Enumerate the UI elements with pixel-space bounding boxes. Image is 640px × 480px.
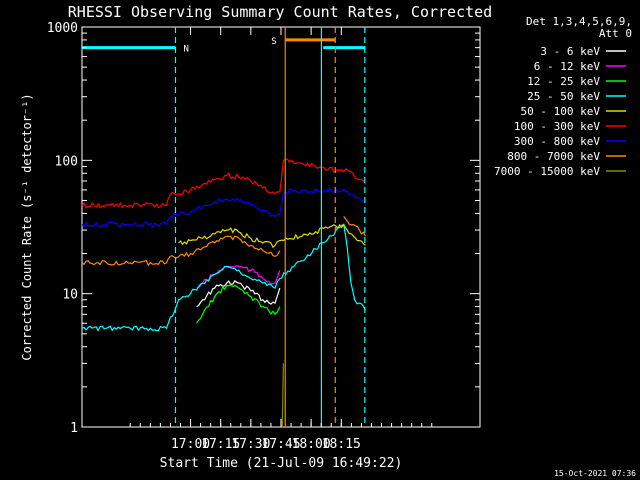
y-axis: 1 10 100 1000 [47,21,480,436]
timestamp: 15-Oct-2021 07:36 [554,469,636,478]
vertical-lines [174,27,366,427]
legend-label: 7000 - 15000 keV [494,165,600,178]
x-tick-label: 18:15 [322,437,361,452]
legend-header: Det 1,3,4,5,6,9,Att 0 [526,15,632,40]
y-tick-label: 1000 [47,21,78,36]
series-line [81,186,366,229]
saa-label: S [271,37,276,47]
legend-header-line: Att 0 [599,27,632,40]
x-tick-label: 18:00 [292,437,331,452]
series-line [196,264,281,289]
night-label: N [183,45,188,55]
series-line [343,216,366,237]
series-line [81,235,281,267]
series-line [196,284,281,324]
x-tick-label: 17:45 [261,437,300,452]
y-tick-label: 100 [55,154,78,169]
legend-label: 3 - 6 keV [540,45,600,58]
legend-label: 800 - 7000 keV [507,150,600,163]
legend-label: 50 - 100 keV [521,105,601,118]
y-axis-label: Corrected Count Rate (s⁻¹ detector⁻¹) [20,93,34,360]
series-lines [81,158,366,428]
x-tick-label: 17:15 [201,437,240,452]
series-line [81,158,366,209]
y-tick-label: 1 [70,421,78,436]
plot-frame [81,26,481,428]
legend-label: 25 - 50 keV [527,90,600,103]
x-axis-label: Start Time (21-Jul-09 16:49:22) [160,456,403,471]
annotations: NS [82,37,366,55]
x-tick-label: 17:00 [171,437,210,452]
legend-label: 100 - 300 keV [514,120,600,133]
chart-title: RHESSI Observing Summary Count Rates, Co… [68,3,492,21]
series-line [281,363,284,428]
legend-label: 12 - 25 keV [527,75,600,88]
legend: 3 - 6 keV 6 - 12 keV 12 - 25 keV 25 - 50 ke… [494,45,626,178]
series-line [81,223,366,332]
series-line [196,280,281,308]
legend-header-line: Det 1,3,4,5,6,9, [526,15,632,28]
series-line [178,223,366,249]
legend-label: 300 - 800 keV [514,135,600,148]
y-tick-label: 10 [62,288,78,303]
x-tick-label: 17:30 [231,437,270,452]
legend-label: 6 - 12 keV [534,60,601,73]
